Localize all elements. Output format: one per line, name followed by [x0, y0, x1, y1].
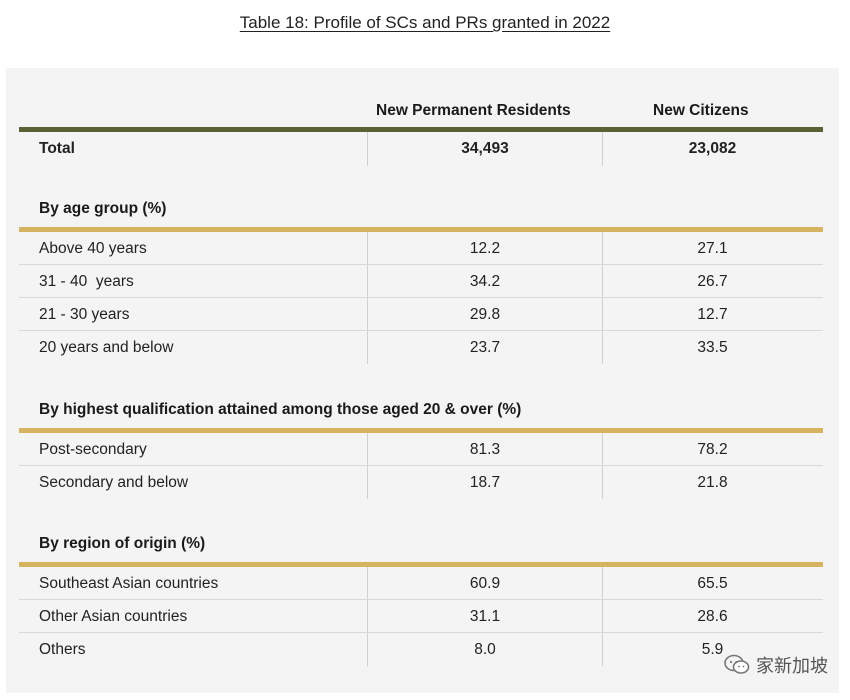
cell-pr: 31.1	[469, 608, 501, 625]
section-rule	[19, 227, 823, 232]
table-row: Secondary and below 18.7 21.8	[19, 466, 823, 499]
table-row: 20 years and below 23.7 33.5	[19, 331, 823, 364]
table-row: 21 - 30 years 29.8 12.7	[19, 298, 823, 331]
cell-pr: 18.7	[469, 474, 501, 491]
cell-pr: 29.8	[469, 306, 501, 323]
row-label: Others	[39, 641, 86, 658]
cell-sc: 65.5	[697, 575, 728, 592]
row-label: Secondary and below	[39, 474, 189, 491]
cell-sc: 23,082	[688, 140, 737, 157]
table-row: Southeast Asian countries 60.9 65.5	[19, 567, 823, 600]
cell-pr: 34.2	[469, 273, 501, 290]
row-label: Post-secondary	[39, 441, 147, 458]
watermark: 家新加坡	[724, 652, 828, 678]
row-label: Southeast Asian countries	[39, 575, 219, 592]
cell-pr: 8.0	[474, 641, 496, 658]
cell-pr: 23.7	[469, 339, 501, 356]
column-header-new-prs: New Permanent Residents	[376, 102, 571, 119]
cell-sc: 27.1	[697, 240, 728, 257]
row-label: Total	[39, 140, 75, 157]
table-row: Other Asian countries 31.1 28.6	[19, 600, 823, 633]
cell-sc: 5.9	[701, 641, 724, 658]
table-title: Table 18: Profile of SCs and PRs granted…	[239, 13, 611, 32]
table-row: 31 - 40 years 34.2 26.7	[19, 265, 823, 298]
table-row: Post-secondary 81.3 78.2	[19, 433, 823, 466]
wechat-icon	[724, 654, 750, 674]
cell-sc: 12.7	[697, 306, 728, 323]
table-row-total: Total 34,493 23,082	[19, 132, 823, 166]
cell-sc: 28.6	[697, 608, 728, 625]
cell-sc: 26.7	[697, 273, 728, 290]
cell-pr: 60.9	[469, 575, 501, 592]
cell-pr: 81.3	[469, 441, 501, 458]
cell-sc: 21.8	[697, 474, 728, 491]
cell-pr: 12.2	[469, 240, 501, 257]
header-rule	[19, 127, 823, 132]
row-label: 21 - 30 years	[39, 306, 130, 323]
row-label: Above 40 years	[39, 240, 147, 257]
row-label: 31 - 40 years	[39, 273, 134, 290]
row-label: 20 years and below	[39, 339, 174, 356]
cell-sc: 33.5	[697, 339, 728, 356]
column-header-new-citizens: New Citizens	[653, 102, 749, 119]
section-rule	[19, 562, 823, 567]
table-panel: New Permanent Residents New Citizens Tot…	[6, 68, 839, 693]
section-rule	[19, 428, 823, 433]
row-label: Other Asian countries	[39, 608, 188, 625]
section-heading-qualification: By highest qualification attained among …	[39, 401, 522, 418]
table-row: Others 8.0 5.9	[19, 633, 823, 666]
cell-pr: 34,493	[461, 140, 509, 157]
section-heading-age: By age group (%)	[39, 200, 167, 217]
cell-sc: 78.2	[697, 441, 728, 458]
watermark-text: 家新加坡	[756, 656, 828, 677]
section-heading-region: By region of origin (%)	[39, 535, 206, 552]
table-row: Above 40 years 12.2 27.1	[19, 232, 823, 265]
